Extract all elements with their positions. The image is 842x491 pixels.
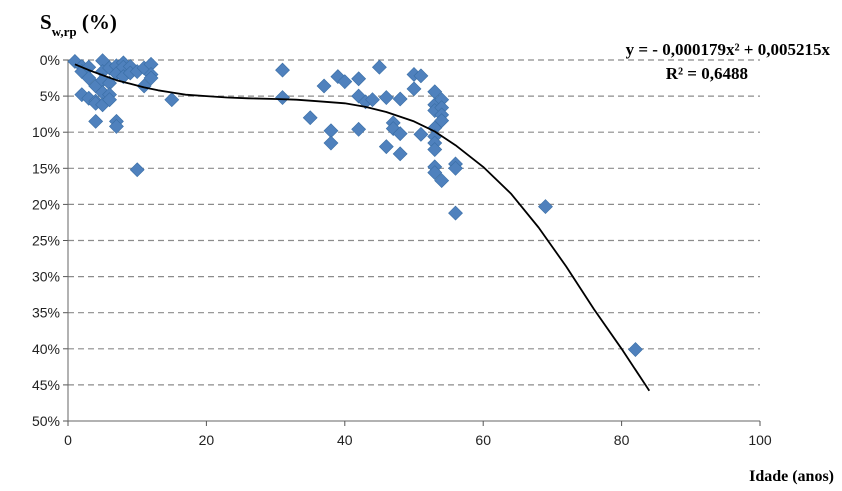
y-axis-title-main: S <box>40 10 52 34</box>
trendline <box>74 63 651 392</box>
data-point <box>136 78 152 94</box>
tick-labels: 0% 5% 10% 15% 20% 25% 30% 35% 40% 45% 50%0 20 40 60 80… <box>32 52 772 448</box>
data-point <box>302 110 318 126</box>
data-point <box>129 162 145 178</box>
data-point <box>109 118 124 134</box>
y-tick-label: 0% <box>40 52 60 68</box>
data-point <box>538 199 553 214</box>
data-point <box>102 92 117 108</box>
data-point <box>378 90 394 105</box>
r-squared-label: R² = 0,6488 <box>665 64 748 83</box>
data-point <box>427 165 443 181</box>
data-point <box>351 71 367 87</box>
x-tick-label: 20 <box>199 432 215 448</box>
x-tick-label: 100 <box>748 432 772 448</box>
data-point <box>337 74 353 90</box>
data-point <box>365 92 380 108</box>
y-tick-label: 15% <box>32 160 60 176</box>
data-point <box>413 126 429 142</box>
y-axis-title-sub: w,rp <box>51 24 77 40</box>
y-tick-label: 20% <box>32 196 60 212</box>
data-point <box>378 139 394 155</box>
y-axis-title: Sw,rp (%) <box>40 10 117 40</box>
x-tick-label: 60 <box>475 432 491 448</box>
data-point <box>88 113 104 129</box>
data-point <box>434 113 450 129</box>
x-axis-title: Idade (anos) <box>749 468 834 485</box>
data-point <box>434 173 450 188</box>
y-tick-label: 25% <box>32 233 60 249</box>
y-axis-title-unit: (%) <box>81 10 117 34</box>
y-tick-label: 5% <box>40 88 60 104</box>
data-point <box>448 160 463 176</box>
data-point <box>81 70 97 86</box>
y-tick-label: 30% <box>32 269 60 285</box>
data-point <box>143 70 159 86</box>
x-tick-label: 80 <box>614 432 630 448</box>
y-tick-label: 35% <box>32 305 60 321</box>
trendline-group <box>74 63 651 392</box>
y-tick-label: 10% <box>32 124 60 140</box>
axes <box>63 59 761 426</box>
data-point <box>413 68 429 84</box>
data-point <box>427 142 443 157</box>
x-tick-label: 40 <box>337 432 353 448</box>
data-point <box>392 91 408 107</box>
data-point <box>275 90 290 105</box>
data-point <box>371 59 387 75</box>
data-point <box>275 62 290 78</box>
data-point <box>448 205 463 221</box>
trendline-equation-box: y = - 0,000179x² + 0,005215x R² = 0,6488 <box>626 38 830 86</box>
x-tick-label: 0 <box>64 432 72 448</box>
data-point <box>316 78 332 94</box>
data-point <box>406 81 422 97</box>
y-tick-label: 40% <box>32 341 60 357</box>
data-points <box>67 53 643 357</box>
y-tick-label: 45% <box>32 377 60 393</box>
trendline-equation: y = - 0,000179x² + 0,005215x <box>625 40 830 59</box>
data-point <box>323 135 339 151</box>
data-point <box>351 121 367 137</box>
data-point <box>392 126 408 142</box>
data-point <box>164 92 180 108</box>
data-point <box>628 342 643 357</box>
data-point <box>392 146 408 162</box>
gridlines <box>68 59 760 386</box>
y-tick-label: 50% <box>32 413 60 429</box>
